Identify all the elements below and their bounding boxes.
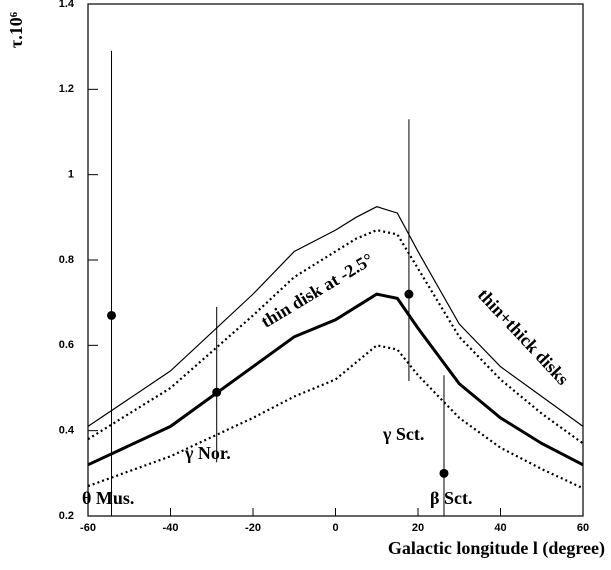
point-label: γ Nor. [184, 443, 231, 463]
point-label: γ Sct. [382, 424, 424, 444]
y-tick-label: 0.4 [59, 425, 75, 437]
point-label: θ Mus. [82, 488, 134, 508]
curve-label: thin disk at -2.5° [257, 249, 376, 332]
y-tick-label: 1.4 [59, 0, 75, 10]
x-tick-label: 40 [494, 522, 506, 534]
data-point [107, 310, 117, 320]
data-point [439, 468, 449, 478]
curve [87, 206, 584, 427]
curve [87, 292, 584, 467]
y-tick-label: 1.2 [59, 83, 74, 95]
y-tick-label: 0.8 [59, 254, 74, 266]
curve [87, 344, 584, 490]
x-tick-label: 60 [577, 522, 589, 534]
point-label: β Sct. [430, 488, 472, 508]
curve [87, 228, 584, 445]
x-tick-label: -40 [163, 522, 179, 534]
curve-label: thin+thick disks [474, 285, 573, 389]
x-tick-label: 0 [332, 522, 338, 534]
x-tick-label: -60 [80, 522, 96, 534]
plot-frame [87, 3, 584, 517]
x-tick-label: 20 [412, 522, 424, 534]
data-point [212, 387, 222, 397]
y-tick-label: 0.2 [59, 510, 74, 522]
y-axis-label: τ.10⁶ [6, 11, 26, 48]
y-tick-label: 0.6 [59, 339, 74, 351]
x-axis-label: Galactic longitude l (degree) [388, 538, 605, 559]
x-tick-label: -20 [245, 522, 261, 534]
y-tick-label: 1 [68, 169, 74, 181]
data-point [404, 289, 414, 299]
